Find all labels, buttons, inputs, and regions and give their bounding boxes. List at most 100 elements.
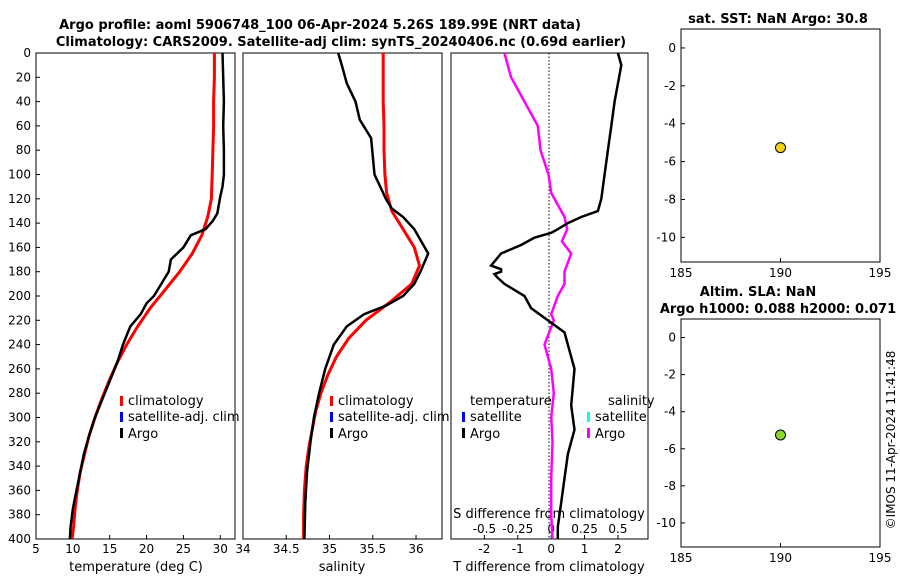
salinity-legend: climatology satellite-adj. clim Argo [330,394,450,442]
x-tick-label: 35 [322,542,337,556]
x-tick-label: -2 [478,542,490,556]
y-tick-label: -2 [664,368,676,382]
depth-tick-label: 380 [8,508,31,522]
y-tick-label: -10 [656,230,676,244]
salinity-panel [242,52,443,540]
depth-tick-label: 260 [8,362,31,376]
legend-temperature-heading: temperature [470,394,552,409]
y-tick-label: 0 [668,331,676,345]
depth-tick-label: 280 [8,386,31,400]
salinity-tick-labels: 34 34.5 35 35.5 36 [235,535,424,556]
depth-tick-label: 340 [8,459,31,473]
figure-title-line2: Climatology: CARS2009. Satellite-adj cli… [56,35,626,50]
y-tick-label: -4 [664,117,676,131]
sla-panel-subtitle: Argo h1000: 0.088 h2000: 0.071 [660,302,896,317]
legend-climatology: climatology [338,394,414,409]
depth-tick-label: 60 [16,119,31,133]
s-difference-axis-label: S difference from climatology [453,507,645,522]
legend-swatch-climatology [120,396,123,406]
depth-tick-label: 120 [8,192,31,206]
x-tick-label: 190 [769,551,792,565]
legend-swatch-s-satellite [587,412,590,422]
x-tick-label: 34.5 [273,542,300,556]
depth-tick-label: 300 [8,411,31,425]
temperature-legend: climatology satellite-adj. clim Argo [120,394,240,442]
x-tick-label: 10 [65,542,80,556]
sla-argo-marker [775,429,786,441]
legend-t-satellite: satellite [470,410,522,425]
legend-swatch-argo [330,428,333,438]
legend-swatch-satellite [120,412,123,422]
temperature-axis-label: temperature (deg C) [69,560,203,575]
salinity-argo-line [303,52,430,540]
legend-swatch-climatology [330,396,333,406]
x-tick-label: 185 [670,266,693,280]
temperature-argo-line [68,52,226,540]
temperature-difference-line [489,52,623,539]
legend-swatch-satellite [330,412,333,422]
depth-tick-label: 200 [8,289,31,303]
figure-title-line1: Argo profile: aoml 5906748_100 06-Apr-20… [59,18,581,33]
y-tick-label: -10 [656,516,676,530]
depth-tick-label: 320 [8,435,31,449]
difference-legend: temperature satellite Argo salinity sate… [462,394,655,442]
temperature-tick-labels: 5 10 15 20 25 30 [32,535,228,556]
y-tick-label: -8 [664,192,676,206]
x-tick-label: 15 [102,542,117,556]
y-tick-label: 0 [668,41,676,55]
y-tick-label: -8 [664,479,676,493]
y-tick-label: -6 [664,442,676,456]
salinity-axis-label: salinity [319,560,366,575]
t-difference-tick-labels: -2 -1 0 1 2 [478,535,622,556]
depth-tick-label: 240 [8,338,31,352]
legend-argo: Argo [128,427,158,442]
legend-t-argo: Argo [470,427,500,442]
legend-swatch-argo [120,428,123,438]
depth-tick-label: 100 [8,168,31,182]
legend-s-satellite: satellite [595,410,647,425]
depth-tick-label: 400 [8,532,31,546]
legend-swatch-s-argo [587,428,590,438]
x-tick-label: 0.25 [571,522,598,536]
y-tick-label: -6 [664,155,676,169]
legend-satellite: satellite-adj. clim [338,410,450,425]
y-tick-label: -2 [664,79,676,93]
x-tick-label: 20 [139,542,154,556]
x-tick-label: 30 [213,542,228,556]
depth-tick-label: 40 [16,95,31,109]
x-tick-label: 185 [670,551,693,565]
legend-swatch-t-satellite [462,412,465,422]
x-tick-label: 0.5 [608,522,627,536]
legend-argo: Argo [338,427,368,442]
x-tick-label: -0.25 [502,522,533,536]
sla-panel-title: Altim. SLA: NaN [700,285,816,300]
x-tick-label: -0.5 [473,522,496,536]
legend-satellite: satellite-adj. clim [128,410,240,425]
legend-salinity-heading: salinity [608,394,655,409]
sst-tick-labels: 0 -2 -4 -6 -8 -10 185 190 195 [656,41,891,280]
depth-tick-label: 160 [8,240,31,254]
x-tick-label: 195 [869,551,892,565]
x-tick-label: 195 [869,266,892,280]
x-tick-label: -1 [512,542,524,556]
x-tick-label: 190 [769,266,792,280]
salinity-difference-line [503,52,573,540]
depth-tick-label: 0 [23,46,31,60]
depth-tick-label: 180 [8,265,31,279]
legend-climatology: climatology [128,394,204,409]
depth-tick-label: 80 [16,143,31,157]
y-tick-label: -4 [664,405,676,419]
t-difference-axis-label: T difference from climatology [452,560,645,575]
sst-argo-marker [775,142,786,154]
x-tick-label: 2 [614,542,622,556]
sst-panel-title: sat. SST: NaN Argo: 30.8 [688,12,868,27]
legend-swatch-t-argo [462,428,465,438]
depth-tick-labels: 0 20 40 60 80 100 120 140 160 180 200 220 240 260 280 3… [8,46,40,546]
imos-credit: ©IMOS 11-Apr-2024 11:41:48 [884,351,898,530]
x-tick-label: 5 [32,542,40,556]
x-tick-label: 36 [408,542,423,556]
depth-tick-label: 140 [8,216,31,230]
x-tick-label: 25 [176,542,191,556]
depth-tick-label: 360 [8,483,31,497]
